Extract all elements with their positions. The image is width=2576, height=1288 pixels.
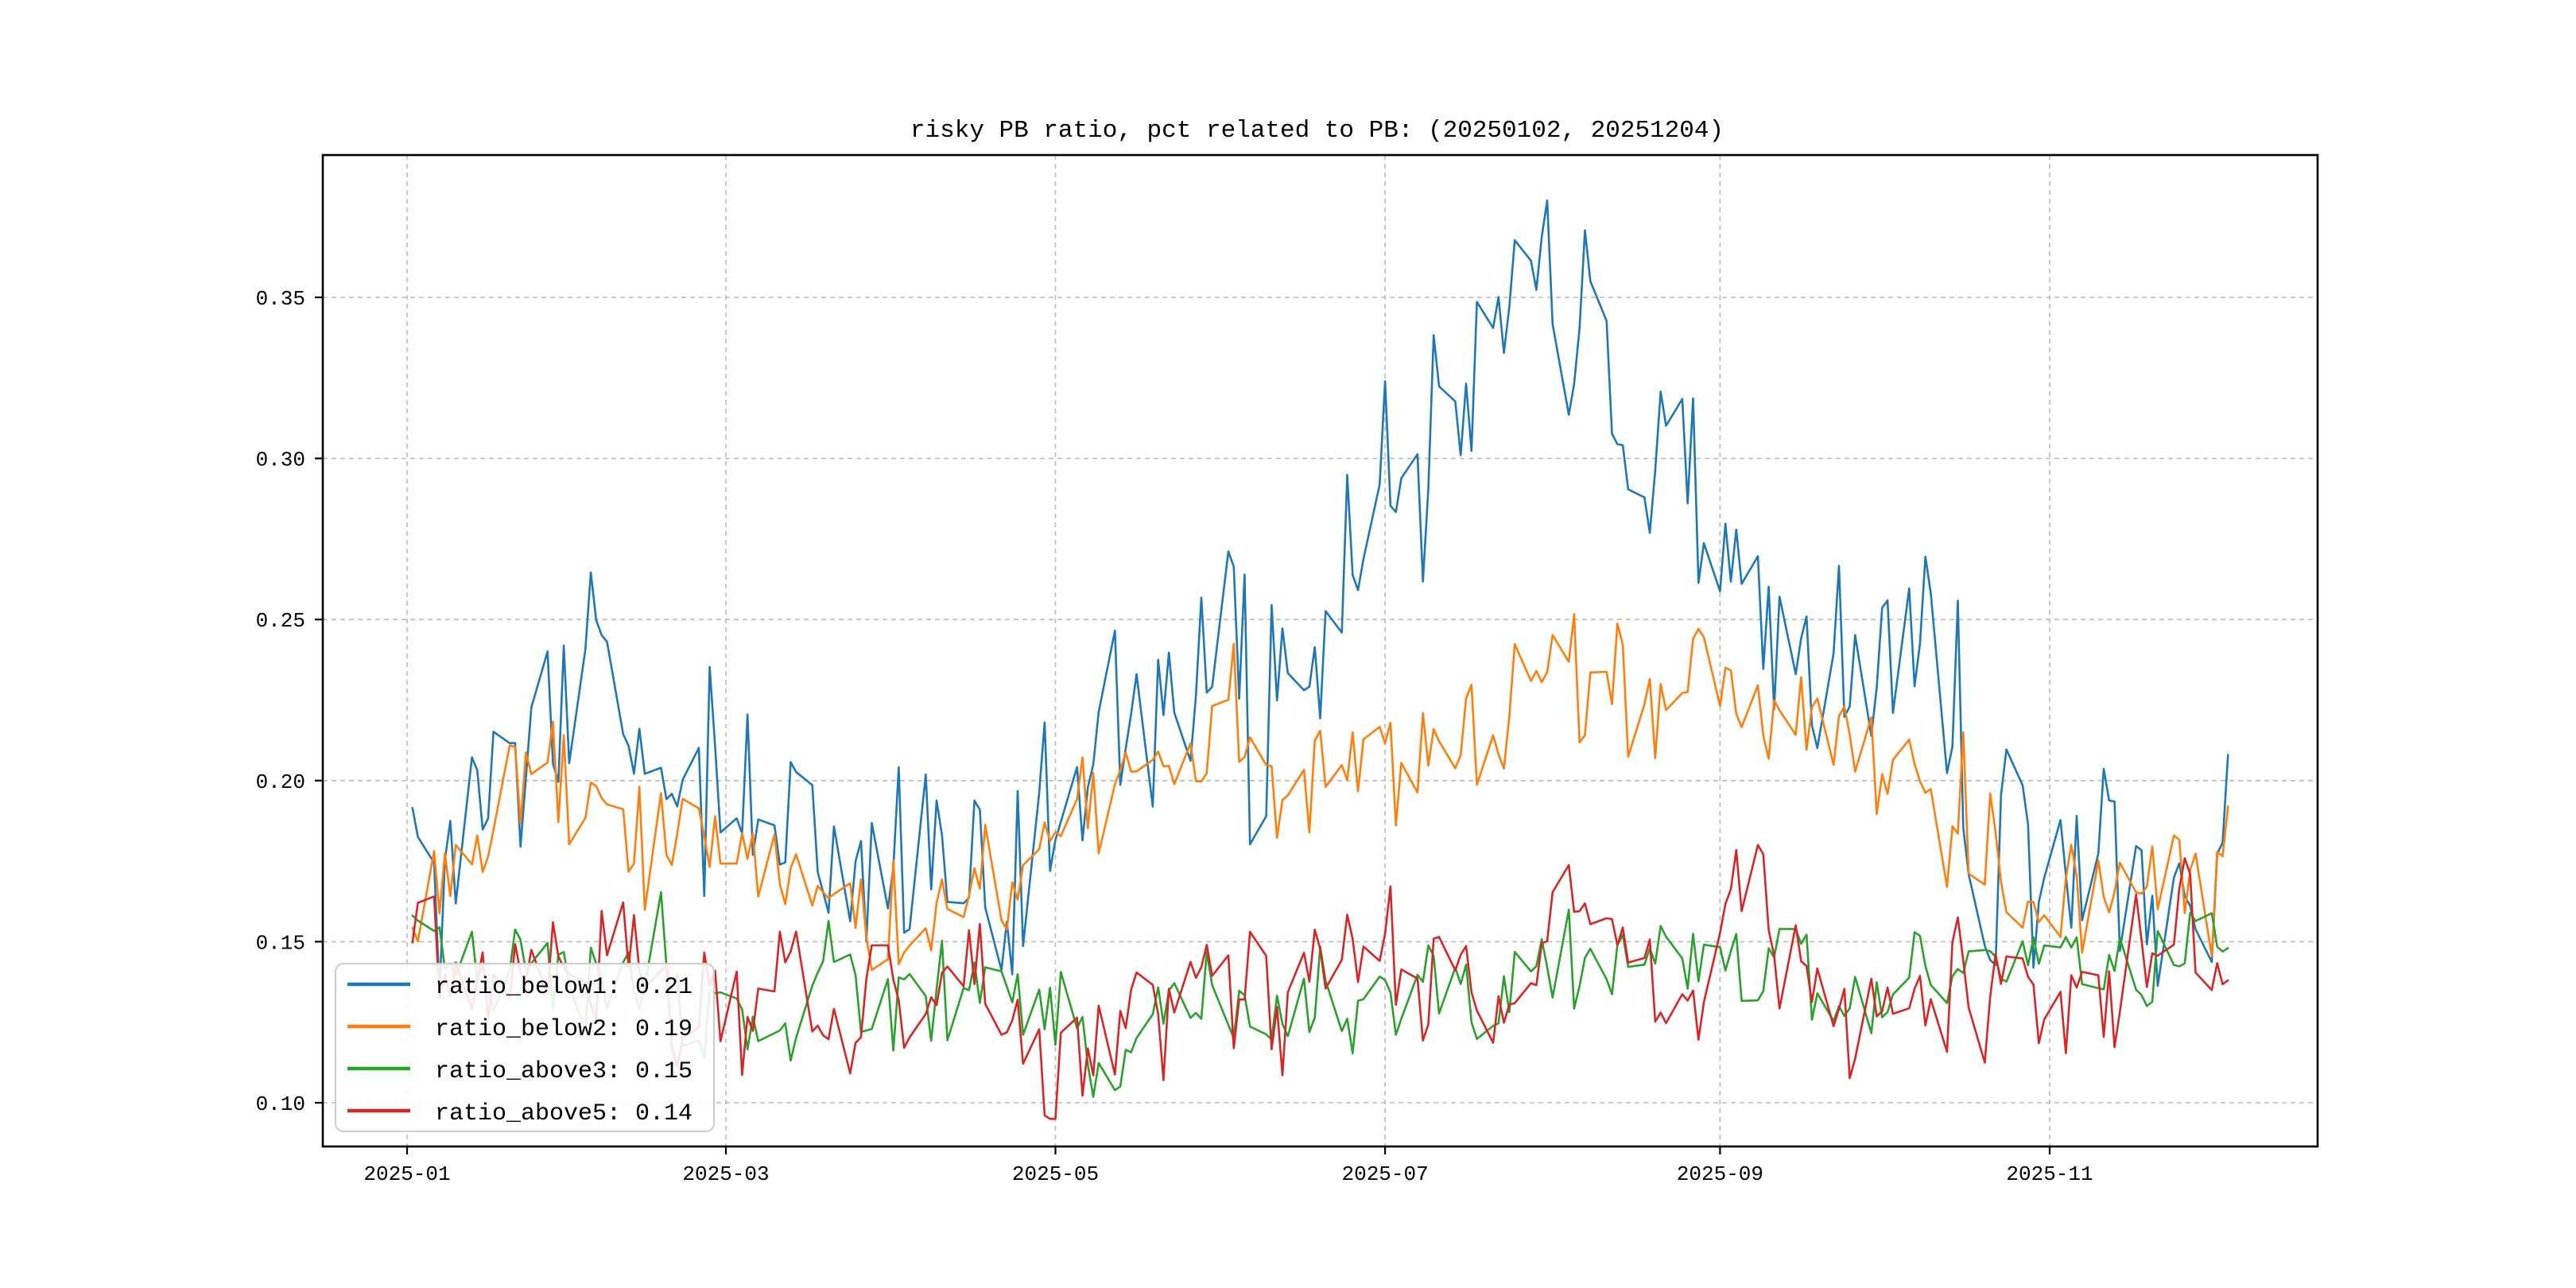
svg-text:0.10: 0.10 xyxy=(256,1092,305,1116)
svg-text:ratio_below1: 0.21: ratio_below1: 0.21 xyxy=(435,974,692,1001)
svg-text:2025-01: 2025-01 xyxy=(363,1162,450,1186)
svg-text:2025-03: 2025-03 xyxy=(682,1162,769,1186)
svg-text:0.15: 0.15 xyxy=(256,931,305,955)
svg-text:2025-11: 2025-11 xyxy=(2006,1162,2093,1186)
svg-text:0.20: 0.20 xyxy=(256,770,305,794)
svg-text:2025-09: 2025-09 xyxy=(1677,1162,1763,1186)
svg-text:risky PB ratio, pct related to: risky PB ratio, pct related to PB: (2025… xyxy=(910,117,1724,145)
svg-text:2025-05: 2025-05 xyxy=(1012,1162,1099,1186)
svg-text:0.25: 0.25 xyxy=(256,609,305,633)
svg-text:ratio_above3: 0.15: ratio_above3: 0.15 xyxy=(435,1058,692,1085)
svg-text:ratio_below2: 0.19: ratio_below2: 0.19 xyxy=(435,1016,692,1043)
svg-text:ratio_above5: 0.14: ratio_above5: 0.14 xyxy=(435,1100,692,1127)
svg-text:0.35: 0.35 xyxy=(256,287,305,311)
svg-text:2025-07: 2025-07 xyxy=(1341,1162,1428,1186)
svg-text:0.30: 0.30 xyxy=(256,448,305,472)
